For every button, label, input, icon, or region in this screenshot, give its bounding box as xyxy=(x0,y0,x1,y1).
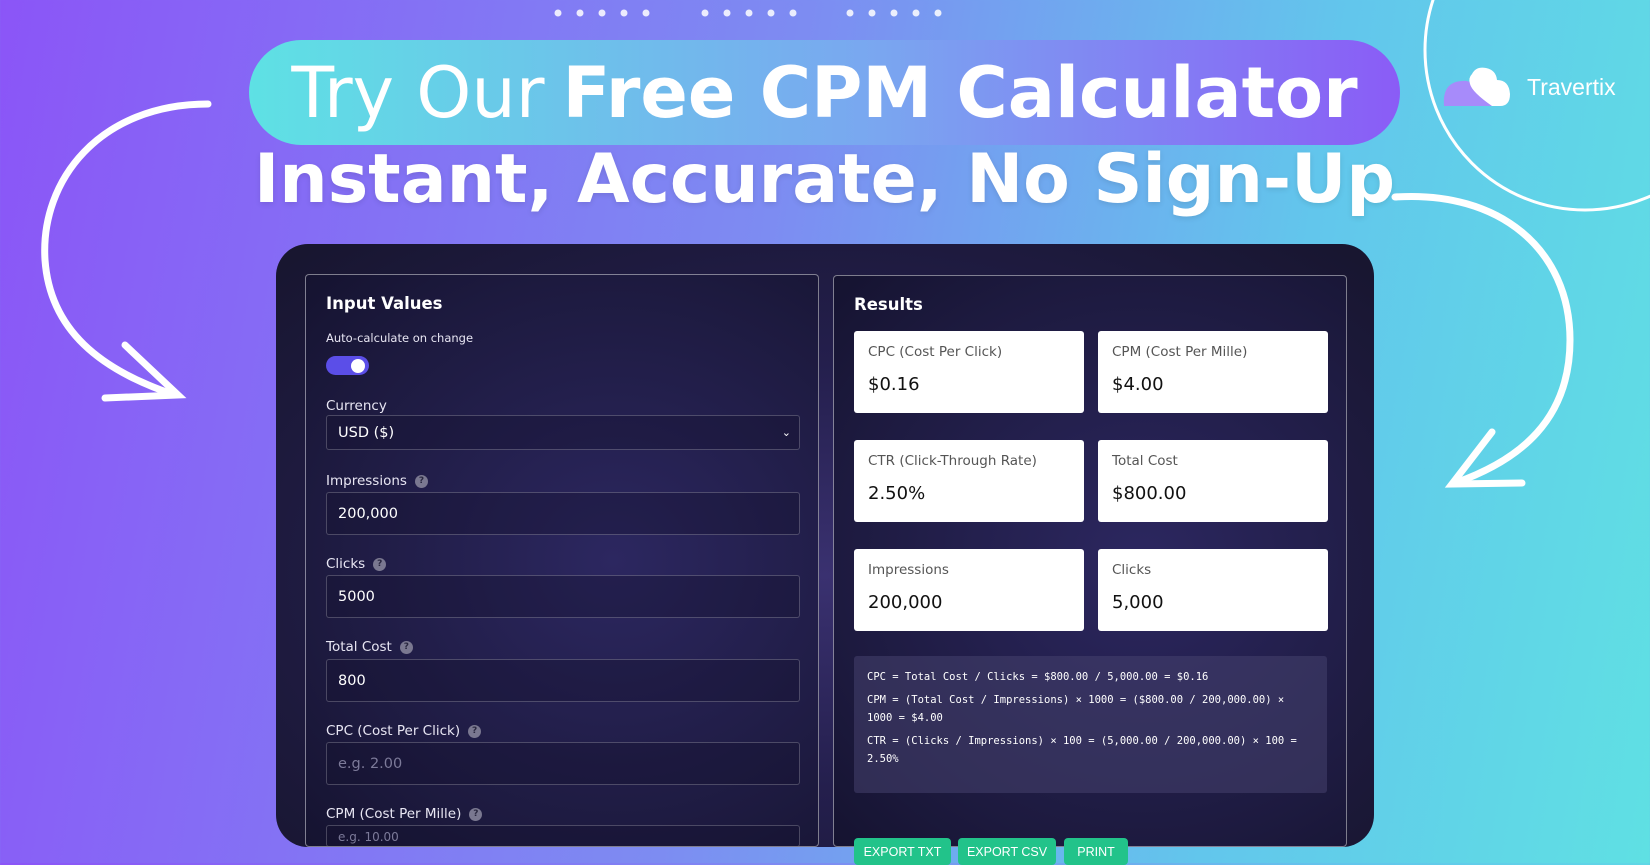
help-icon[interactable]: ? xyxy=(373,557,387,571)
right-arrow-icon xyxy=(1391,192,1574,487)
brand-name: Travertix xyxy=(1527,74,1616,100)
help-icon[interactable]: ? xyxy=(414,474,428,488)
print-button[interactable]: PRINT xyxy=(1064,838,1128,865)
cpc-input[interactable]: e.g. 2.00 xyxy=(326,742,800,785)
total-cost-input[interactable]: 800 xyxy=(326,659,800,702)
impressions-label: Impressions? xyxy=(326,473,428,489)
export-txt-button[interactable]: EXPORT TXT xyxy=(854,838,951,865)
result-cpm: CPM (Cost Per Mille) $4.00 xyxy=(1098,331,1328,413)
formula-ctr: CTR = (Clicks / Impressions) × 100 = (5,… xyxy=(867,735,1297,765)
results-card: Results CPC (Cost Per Click) $0.16 CPM (C… xyxy=(833,275,1347,865)
currency-label: Currency xyxy=(326,398,387,414)
results-heading: Results xyxy=(854,295,923,314)
result-total-cost: Total Cost $800.00 xyxy=(1098,440,1328,522)
result-cpc: CPC (Cost Per Click) $0.16 xyxy=(854,331,1084,413)
clicks-input[interactable]: 5000 xyxy=(326,575,800,618)
cpm-input[interactable]: e.g. 10.00 xyxy=(326,825,800,847)
title-light: Try Our xyxy=(291,51,545,134)
result-clicks: Clicks 5,000 xyxy=(1098,549,1328,631)
currency-select[interactable]: USD ($) ⌄ xyxy=(326,415,800,450)
help-icon[interactable]: ? xyxy=(468,724,482,738)
total-cost-label: Total Cost? xyxy=(326,639,413,655)
chevron-down-icon: ⌄ xyxy=(781,426,791,439)
formula-box: CPC = Total Cost / Clicks = $800.00 / 5,… xyxy=(854,656,1327,793)
formula-cpm: CPM = (Total Cost / Impressions) × 1000 … xyxy=(867,694,1285,724)
cloud-logo-icon xyxy=(1443,67,1510,106)
logo-ring xyxy=(1423,0,1650,212)
cpm-label: CPM (Cost Per Mille)? xyxy=(326,806,483,822)
banner-subtitle: Instant, Accurate, No Sign-Up xyxy=(254,140,1395,219)
title-bold: Free CPM Calculator xyxy=(562,51,1358,134)
formula-cpc: CPC = Total Cost / Clicks = $800.00 / 5,… xyxy=(867,671,1209,683)
help-icon[interactable]: ? xyxy=(469,807,483,821)
impressions-input[interactable]: 200,000 xyxy=(326,492,800,535)
input-card: Input Values Auto-calculate on change Cu… xyxy=(305,274,819,847)
export-csv-button[interactable]: EXPORT CSV xyxy=(958,838,1056,865)
currency-value: USD ($) xyxy=(338,424,395,441)
result-ctr: CTR (Click-Through Rate) 2.50% xyxy=(854,440,1084,522)
left-arrow-icon xyxy=(41,100,212,399)
auto-calc-label: Auto-calculate on change xyxy=(326,331,474,345)
clicks-label: Clicks? xyxy=(326,556,387,572)
input-heading: Input Values xyxy=(326,294,443,313)
auto-calc-toggle[interactable] xyxy=(326,356,369,375)
banner-title: Try Our Free CPM Calculator xyxy=(249,40,1400,145)
help-icon[interactable]: ? xyxy=(399,640,413,654)
result-impressions: Impressions 200,000 xyxy=(854,549,1084,631)
calculator-panel: Input Values Auto-calculate on change Cu… xyxy=(276,244,1374,865)
cpc-label: CPC (Cost Per Click)? xyxy=(326,723,482,739)
